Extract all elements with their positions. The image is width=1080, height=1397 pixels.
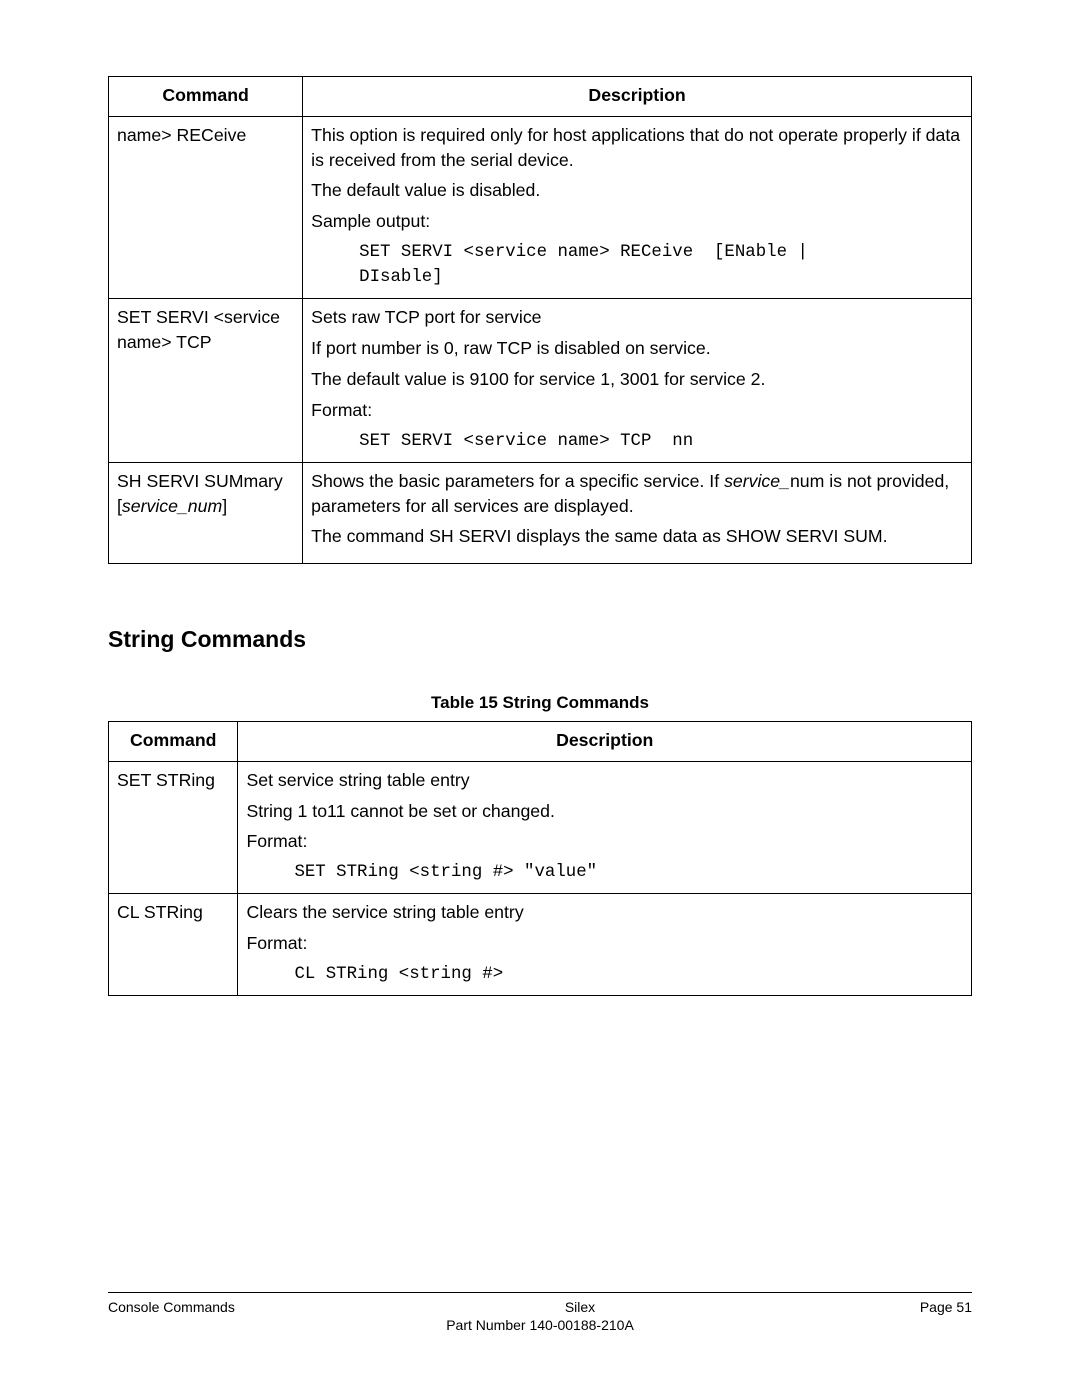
command-cell: SET STRing [109,761,238,894]
description-cell: This option is required only for host ap… [303,116,972,299]
document-page: Command Description name> RECeive This o… [0,0,1080,1397]
code-sample: SET SERVI <service name> RECeive [ENable… [359,240,963,290]
command-text: name> RECeive [117,125,246,145]
desc-para: Shows the basic parameters for a specifi… [311,469,963,519]
desc-para: The command SH SERVI displays the same d… [311,524,963,549]
table-row: SET STRing Set service string table entr… [109,761,972,894]
desc-para: Clears the service string table entry [246,900,963,925]
footer-company: Silex [308,1299,852,1315]
desc-para: Format: [246,931,963,956]
desc-text: Shows the basic parameters for a specifi… [311,471,724,491]
table-header-row: Command Description [109,77,972,117]
table-row: SH SERVI SUMmary [service_num] Shows the… [109,462,972,563]
desc-para: Sample output: [311,209,963,234]
desc-para: Set service string table entry [246,768,963,793]
table-row: SET SERVI <service name> TCP Sets raw TC… [109,299,972,462]
desc-italic: service_ [724,471,790,491]
desc-para: The default value is 9100 for service 1,… [311,367,963,392]
col-header-description: Description [238,722,972,762]
desc-para: Sets raw TCP port for service [311,305,963,330]
command-param: service_num [122,496,222,516]
table-row: name> RECeive This option is required on… [109,116,972,299]
col-header-command: Command [109,722,238,762]
code-sample: SET STRing <string #> "value" [294,860,963,885]
desc-para: String 1 to11 cannot be set or changed. [246,799,963,824]
bracket: ] [222,496,227,516]
table-row: CL STRing Clears the service string tabl… [109,894,972,996]
section-heading-string-commands: String Commands [108,626,972,653]
command-cell: CL STRing [109,894,238,996]
footer-section-title: Console Commands [108,1299,308,1315]
command-cell: SH SERVI SUMmary [service_num] [109,462,303,563]
description-cell: Shows the basic parameters for a specifi… [303,462,972,563]
col-header-description: Description [303,77,972,117]
command-cell: name> RECeive [109,116,303,299]
command-text: SET SERVI <service name> TCP [117,307,280,352]
description-cell: Set service string table entry String 1 … [238,761,972,894]
desc-para: Format: [311,398,963,423]
service-commands-table: Command Description name> RECeive This o… [108,76,972,564]
command-cell: SET SERVI <service name> TCP [109,299,303,462]
command-text: SH SERVI SUMmary [117,471,283,491]
desc-para: The default value is disabled. [311,178,963,203]
footer-row: Console Commands Silex Page 51 [108,1299,972,1315]
col-header-command: Command [109,77,303,117]
desc-para: If port number is 0, raw TCP is disabled… [311,336,963,361]
description-cell: Sets raw TCP port for service If port nu… [303,299,972,462]
footer-part-number: Part Number 140-00188-210A [108,1317,972,1333]
code-sample: SET SERVI <service name> TCP nn [359,429,963,454]
desc-para: Format: [246,829,963,854]
table-caption: Table 15 String Commands [108,693,972,713]
code-sample: CL STRing <string #> [294,962,963,987]
string-commands-table: Command Description SET STRing Set servi… [108,721,972,996]
description-cell: Clears the service string table entry Fo… [238,894,972,996]
table-header-row: Command Description [109,722,972,762]
footer-page-number: Page 51 [852,1299,972,1315]
desc-para: This option is required only for host ap… [311,123,963,173]
page-footer: Console Commands Silex Page 51 Part Numb… [108,1292,972,1333]
